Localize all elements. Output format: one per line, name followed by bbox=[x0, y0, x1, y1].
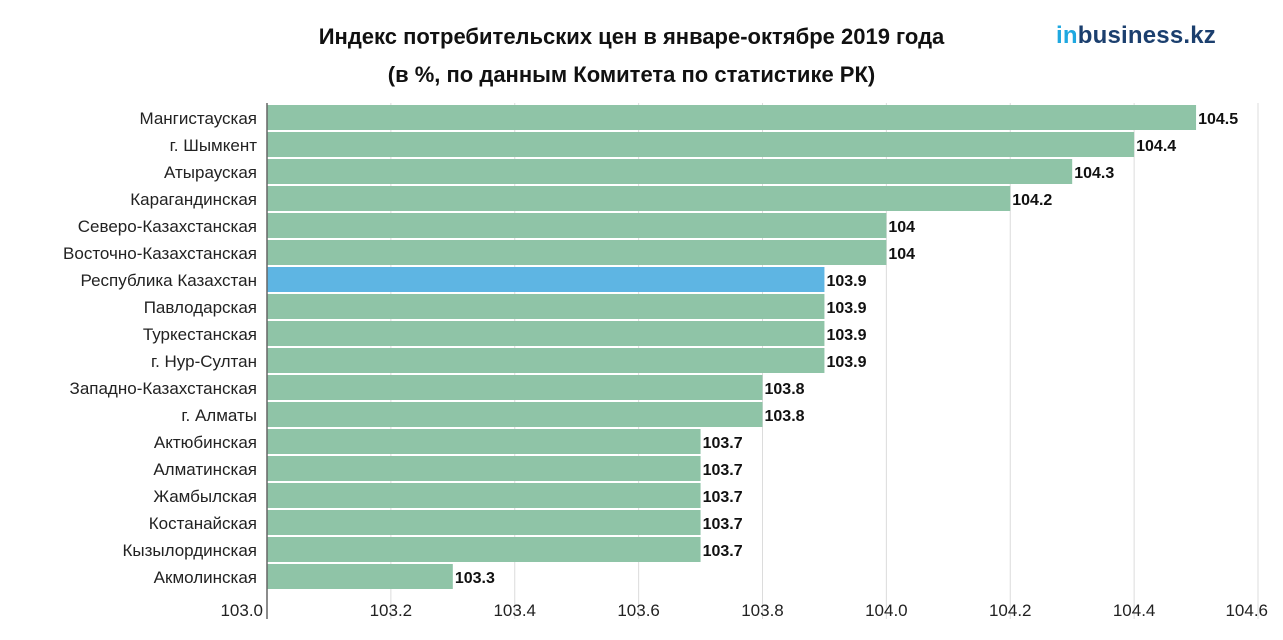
inbusiness-logo[interactable]: inbusiness.kz bbox=[1056, 22, 1216, 50]
x-tick-label: 103.2 bbox=[370, 601, 413, 620]
category-label: Западно-Казахстанская bbox=[70, 379, 257, 398]
bar bbox=[267, 483, 701, 508]
value-label: 104.2 bbox=[1012, 192, 1052, 209]
logo-prefix: in bbox=[1056, 22, 1078, 49]
value-label: 103.7 bbox=[703, 516, 743, 533]
bar bbox=[267, 240, 887, 265]
x-tick-label: 104.4 bbox=[1113, 601, 1156, 620]
x-axis-ticks: 103.0 103.2 103.4 103.6 103.8 104.0 104.2 104.4… bbox=[220, 601, 1268, 620]
value-label: 103.3 bbox=[455, 570, 495, 587]
value-label: 104.5 bbox=[1198, 111, 1238, 128]
bar bbox=[267, 537, 701, 562]
chart-title-block: Индекс потребительских цен в январе-октя… bbox=[0, 18, 1263, 94]
bar bbox=[267, 132, 1135, 157]
bar bbox=[267, 564, 453, 589]
bar bbox=[267, 321, 825, 346]
category-label: Актюбинская bbox=[154, 433, 257, 452]
bar bbox=[267, 159, 1073, 184]
value-label: 104 bbox=[888, 246, 915, 263]
category-label: г. Шымкент bbox=[170, 136, 258, 155]
category-label: Мангистауская bbox=[139, 109, 257, 128]
value-label: 103.8 bbox=[765, 408, 805, 425]
category-label: Кызылординская bbox=[122, 541, 257, 560]
x-tick-label: 104.2 bbox=[989, 601, 1032, 620]
value-label: 103.7 bbox=[703, 489, 743, 506]
value-label: 103.9 bbox=[826, 354, 866, 371]
chart-title: Индекс потребительских цен в январе-октя… bbox=[318, 24, 945, 49]
bars bbox=[267, 105, 1197, 589]
value-label: 103.9 bbox=[826, 300, 866, 317]
bar bbox=[267, 402, 763, 427]
value-label: 103.9 bbox=[826, 273, 866, 290]
bar bbox=[267, 294, 825, 319]
category-label: Туркестанская bbox=[143, 325, 257, 344]
chart-subtitle: (в %, по данным Комитета по статистике Р… bbox=[387, 62, 876, 87]
bar bbox=[267, 348, 825, 373]
x-tick-label: 104.6 bbox=[1225, 601, 1268, 620]
value-label: 103.8 bbox=[765, 381, 805, 398]
value-label: 104.4 bbox=[1136, 138, 1176, 155]
bar bbox=[267, 510, 701, 535]
value-label: 104.3 bbox=[1074, 165, 1114, 182]
category-labels: Мангистауская г. Шымкент Атырауская Караган… bbox=[63, 109, 257, 587]
x-tick-label: 104.0 bbox=[865, 601, 908, 620]
bar bbox=[267, 213, 887, 238]
bar-highlight bbox=[267, 267, 825, 292]
bar bbox=[267, 375, 763, 400]
bar bbox=[267, 456, 701, 481]
x-tick-label: 103.0 bbox=[220, 601, 263, 620]
x-tick-label: 103.8 bbox=[741, 601, 784, 620]
category-label: Восточно-Казахстанская bbox=[63, 244, 257, 263]
bar bbox=[267, 105, 1197, 130]
value-label: 103.7 bbox=[703, 543, 743, 560]
x-tick-label: 103.4 bbox=[493, 601, 536, 620]
category-label: Атырауская bbox=[164, 163, 257, 182]
logo-suffix: business.kz bbox=[1077, 22, 1216, 49]
category-label: Костанайская bbox=[149, 514, 257, 533]
value-label: 103.7 bbox=[703, 435, 743, 452]
value-label: 103.9 bbox=[826, 327, 866, 344]
category-label: Карагандинская bbox=[130, 190, 257, 209]
category-label: Северо-Казахстанская bbox=[78, 217, 257, 236]
bar bbox=[267, 186, 1011, 211]
value-label: 104 bbox=[888, 219, 915, 236]
category-label: Жамбылская bbox=[153, 487, 257, 506]
category-label: Акмолинская bbox=[154, 568, 257, 587]
x-tick-label: 103.6 bbox=[617, 601, 660, 620]
category-label: г. Алматы bbox=[181, 406, 257, 425]
category-label: г. Нур-Султан bbox=[151, 352, 257, 371]
bar bbox=[267, 429, 701, 454]
category-label: Павлодарская bbox=[144, 298, 257, 317]
category-label: Алматинская bbox=[153, 460, 257, 479]
value-label: 103.7 bbox=[703, 462, 743, 479]
category-label: Республика Казахстан bbox=[81, 271, 257, 290]
value-labels: 104.5 104.4 104.3 104.2 104 104 103.9 103.9 103.… bbox=[455, 111, 1238, 587]
